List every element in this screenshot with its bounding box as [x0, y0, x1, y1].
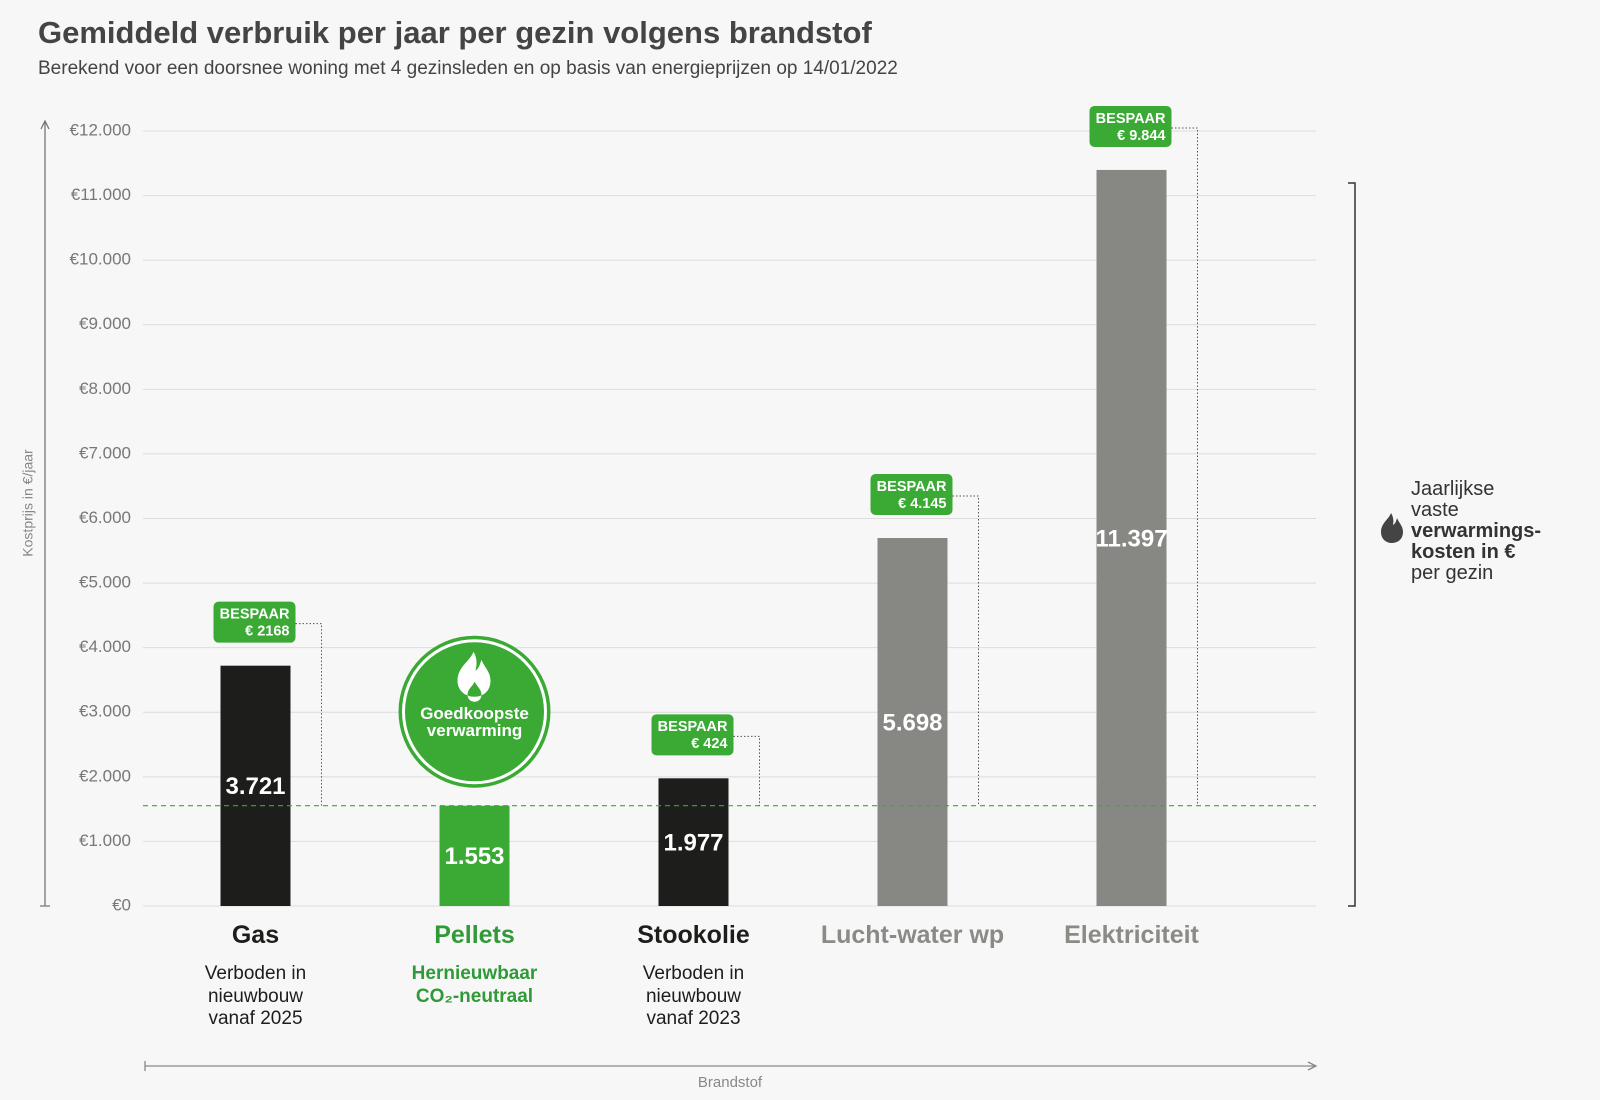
savings-connector	[952, 495, 979, 806]
side-note-line: per gezin	[1411, 562, 1494, 584]
bar	[877, 538, 948, 906]
bar	[220, 665, 291, 906]
savings-label: BESPAAR	[877, 479, 947, 495]
side-note-line: kosten in €	[1411, 541, 1516, 563]
savings-badge	[870, 474, 953, 516]
y-tick-label: €4.000	[79, 637, 131, 656]
cheapest-badge-text: Goedkoopste verwarming	[420, 703, 529, 740]
savings-connector	[1171, 127, 1198, 806]
side-bracket	[1348, 182, 1356, 907]
x-tick-label: Stookolie	[637, 921, 750, 949]
category-note: Verboden in	[204, 963, 307, 984]
value-label: 1.977	[663, 830, 723, 857]
category-note: vanaf 2025	[208, 1008, 303, 1029]
y-axis	[40, 119, 50, 907]
y-tick-label: €11.000	[71, 185, 131, 204]
category-note: CO₂-neutraal	[415, 985, 534, 1007]
value-label: 3.721	[225, 773, 285, 800]
savings-connector	[733, 735, 760, 806]
savings-value: € 9.844	[1117, 128, 1165, 144]
side-note: Jaarlijkse vaste verwarmings- kosten in …	[1411, 479, 1541, 584]
savings-connector	[295, 623, 322, 806]
side-note-line: vaste	[1411, 499, 1459, 521]
y-axis-label: Kostprijs in €/jaar	[20, 449, 36, 557]
category-note: nieuwbouw	[645, 985, 742, 1007]
flame-icon	[1381, 513, 1403, 543]
value-label: 5.698	[882, 709, 942, 736]
x-tick-label: Pellets	[434, 921, 515, 949]
category-note: vanaf 2023	[646, 1008, 741, 1029]
savings-value: € 2168	[245, 624, 289, 640]
savings-label: BESPAAR	[1096, 111, 1166, 127]
category-note: Verboden in	[642, 963, 745, 984]
x-tick-label: Lucht-water wp	[820, 921, 1005, 949]
chart-subtitle: Berekend voor een doorsnee woning met 4 …	[38, 58, 898, 79]
bar	[439, 805, 510, 906]
value-label: 11.397	[1095, 525, 1167, 552]
flame-icon	[457, 651, 491, 702]
savings-badge	[1089, 105, 1172, 147]
y-tick-label: €1.000	[79, 831, 131, 850]
category-note: nieuwbouw	[207, 985, 304, 1007]
savings-value: € 424	[691, 736, 727, 752]
savings-badge	[651, 714, 734, 756]
y-tick-label: €12.000	[70, 120, 131, 139]
value-label: 1.553	[444, 843, 504, 870]
y-tick-label: €7.000	[79, 443, 131, 462]
savings-label: BESPAAR	[220, 607, 290, 623]
y-tick-label: €9.000	[79, 314, 131, 333]
bar	[658, 778, 729, 906]
x-tick-label: Gas	[231, 921, 280, 949]
savings-label: BESPAAR	[658, 719, 728, 735]
savings-badge	[213, 601, 296, 643]
category-note: Hernieuwbaar	[411, 963, 538, 984]
y-tick-label: €0	[112, 895, 131, 914]
bar	[1096, 169, 1167, 907]
y-tick-label: €8.000	[79, 379, 131, 398]
side-note-line: Jaarlijkse	[1411, 478, 1495, 500]
y-tick-label: €3.000	[79, 702, 131, 721]
cheapest-badge	[402, 639, 547, 785]
y-tick-label: €10.000	[70, 250, 131, 269]
y-tick-label: €5.000	[79, 573, 131, 592]
y-tick-label: €2.000	[79, 766, 131, 785]
savings-value: € 4.145	[898, 496, 946, 512]
x-axis	[144, 1061, 1318, 1071]
chart-title: Gemiddeld verbruik per jaar per gezin vo…	[38, 15, 872, 50]
x-tick-label: Elektriciteit	[1064, 921, 1199, 949]
x-axis-label: Brandstof	[698, 1074, 763, 1091]
side-note-line: verwarmings-	[1411, 520, 1542, 542]
y-tick-label: €6.000	[79, 508, 131, 527]
